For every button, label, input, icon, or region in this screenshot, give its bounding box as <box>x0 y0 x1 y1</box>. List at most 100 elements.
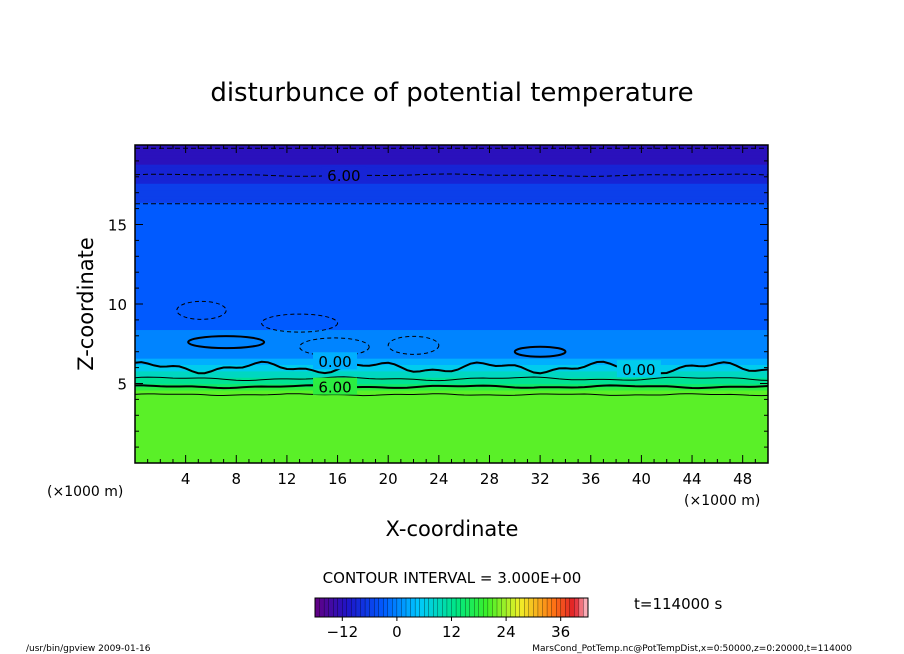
heatmap-band <box>135 377 768 381</box>
heatmap-band <box>135 326 768 331</box>
colorbar-cell <box>364 597 371 618</box>
colorbar-cell <box>528 597 534 618</box>
contour-label-text: 0.00 <box>622 361 655 379</box>
x-tick-label: 8 <box>232 470 242 488</box>
heatmap-band <box>135 160 768 165</box>
time-label: t=114000 s <box>634 595 722 613</box>
colorbar-cell <box>492 597 498 618</box>
colorbar-cell <box>378 597 384 618</box>
colorbar-cell <box>355 597 361 618</box>
x-tick-label: 16 <box>328 470 347 488</box>
colorbar-cell <box>519 597 525 618</box>
heatmap-band <box>135 456 768 461</box>
colorbar-cell <box>396 597 402 618</box>
heatmap-band <box>135 278 768 283</box>
contour-line <box>187 335 266 350</box>
heatmap-band <box>135 415 768 420</box>
heatmap-band <box>135 253 768 257</box>
contour-label-text: 0.00 <box>318 353 351 371</box>
footer-right: MarsCond_PotTemp.nc@PotTempDist,x=0:5000… <box>532 644 852 654</box>
heatmap-band <box>135 345 768 350</box>
x-tick-label: 12 <box>277 470 296 488</box>
colorbar-cell <box>524 597 530 618</box>
contour-line <box>135 393 768 397</box>
colorbar-cell <box>455 597 462 618</box>
heatmap-band <box>135 421 768 426</box>
heatmap-band <box>135 389 768 394</box>
heatmap-band <box>135 313 768 318</box>
heatmap-band <box>135 300 768 305</box>
heatmap-band <box>135 230 768 235</box>
heatmap-band <box>135 275 768 280</box>
colorbar-cell <box>464 597 471 618</box>
heatmap-band <box>135 402 768 407</box>
heatmap-band <box>135 364 768 369</box>
heatmap-band <box>135 418 768 423</box>
heatmap-band <box>135 431 768 435</box>
contour-label: 6.00 <box>313 377 358 397</box>
colorbar-cell <box>342 597 348 618</box>
colorbar <box>314 597 589 618</box>
heatmap-band <box>135 453 768 458</box>
contour-line <box>135 360 768 375</box>
heatmap-band <box>135 316 768 321</box>
colorbar-cell <box>487 597 493 618</box>
colorbar-cell <box>351 597 357 618</box>
heatmap-band <box>135 154 768 159</box>
heatmap-band <box>135 380 768 385</box>
colorbar-cell <box>328 597 334 618</box>
heatmap-band <box>135 208 768 213</box>
colorbar-cell <box>546 597 553 618</box>
heatmap-band <box>135 367 768 372</box>
colorbar-cell <box>442 597 448 618</box>
heatmap-band <box>135 434 768 439</box>
plot-area <box>135 145 768 463</box>
colorbar-cell <box>405 597 411 618</box>
heatmap-band <box>135 338 768 343</box>
heatmap-band <box>135 358 768 362</box>
colorbar-cell <box>314 597 320 618</box>
heatmap-band <box>135 176 768 181</box>
colorbar-cell <box>414 597 421 618</box>
colorbar-cell <box>474 597 480 618</box>
heatmap-bands <box>135 145 768 463</box>
heatmap-band <box>135 195 768 200</box>
x-unit-label-left: (×1000 m) <box>47 484 123 500</box>
heatmap-band <box>135 447 768 451</box>
colorbar-cell <box>505 597 512 618</box>
heatmap-band <box>135 310 768 315</box>
colorbar-cell <box>510 597 516 618</box>
heatmap-band <box>135 265 768 270</box>
colorbar-cell <box>323 597 330 618</box>
colorbar-tick-label: 36 <box>551 623 570 641</box>
heatmap-band <box>135 412 768 416</box>
x-tick-label: 28 <box>480 470 499 488</box>
colorbar-cell <box>565 597 571 618</box>
heatmap-band <box>135 329 768 334</box>
heatmap-band <box>135 259 768 264</box>
x-tick-label: 40 <box>632 470 651 488</box>
heatmap-band <box>135 399 768 404</box>
colorbar-cell <box>469 597 475 618</box>
heatmap-band <box>135 323 768 327</box>
heatmap-band <box>135 199 768 203</box>
colorbar-cell <box>551 597 557 618</box>
heatmap-band <box>135 218 768 222</box>
contour-interval-label: CONTOUR INTERVAL = 3.000E+00 <box>323 569 582 587</box>
colorbar-cell <box>401 597 407 618</box>
x-tick-label: 36 <box>581 470 600 488</box>
heatmap-band <box>135 192 768 197</box>
heatmap-band <box>135 214 768 219</box>
heatmap-band <box>135 262 768 267</box>
heatmap-band <box>135 437 768 442</box>
colorbar-tick-label: 0 <box>392 623 402 641</box>
contour-label-text: 6.00 <box>318 379 351 397</box>
contour-line <box>135 173 768 177</box>
heatmap-band <box>135 351 768 356</box>
footer-left: /usr/bin/gpview 2009-01-16 <box>26 644 151 654</box>
x-tick-label: 44 <box>682 470 701 488</box>
heatmap-band <box>135 297 768 302</box>
heatmap-band <box>135 408 768 413</box>
y-axis-ticks: 5 10 15 <box>108 160 768 448</box>
colorbar-cell <box>483 597 489 618</box>
